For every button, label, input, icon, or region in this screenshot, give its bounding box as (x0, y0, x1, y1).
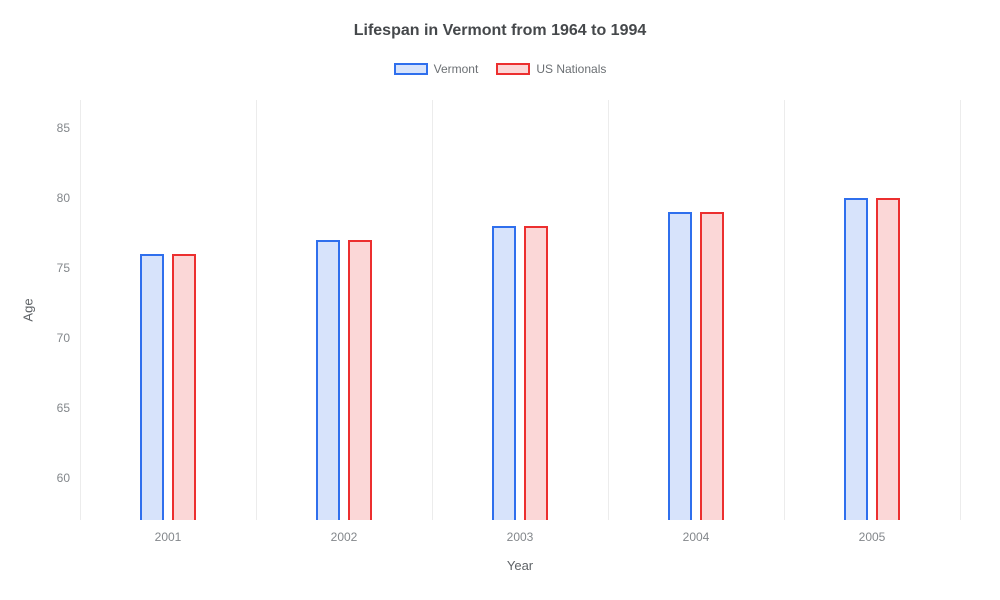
y-axis-label: Age (21, 298, 36, 321)
bar (668, 212, 692, 520)
bar (700, 212, 724, 520)
plot-area (80, 100, 960, 520)
legend-swatch-1 (496, 63, 530, 75)
x-tick-label: 2002 (331, 530, 358, 544)
bar (348, 240, 372, 520)
bar (844, 198, 868, 520)
x-axis-label: Year (507, 558, 533, 573)
legend-swatch-0 (394, 63, 428, 75)
x-tick-label: 2003 (507, 530, 534, 544)
bar (524, 226, 548, 520)
y-tick-label: 80 (30, 191, 70, 205)
legend-item-0: Vermont (394, 62, 479, 76)
gridline-v (256, 100, 257, 520)
y-tick-label: 70 (30, 331, 70, 345)
bar (172, 254, 196, 520)
bar (140, 254, 164, 520)
gridline-v (432, 100, 433, 520)
bar (876, 198, 900, 520)
chart-title: Lifespan in Vermont from 1964 to 1994 (0, 22, 1000, 40)
x-tick-label: 2001 (155, 530, 182, 544)
gridline-v (960, 100, 961, 520)
legend-label-1: US Nationals (536, 62, 606, 76)
legend-label-0: Vermont (434, 62, 479, 76)
bar (492, 226, 516, 520)
y-tick-label: 65 (30, 401, 70, 415)
gridline-v (608, 100, 609, 520)
gridline-v (80, 100, 81, 520)
bar (316, 240, 340, 520)
x-tick-label: 2004 (683, 530, 710, 544)
plot-canvas (80, 100, 960, 520)
x-tick-label: 2005 (859, 530, 886, 544)
y-tick-label: 85 (30, 121, 70, 135)
chart-legend: Vermont US Nationals (0, 62, 1000, 76)
legend-item-1: US Nationals (496, 62, 606, 76)
y-tick-label: 60 (30, 471, 70, 485)
y-tick-label: 75 (30, 261, 70, 275)
gridline-v (784, 100, 785, 520)
